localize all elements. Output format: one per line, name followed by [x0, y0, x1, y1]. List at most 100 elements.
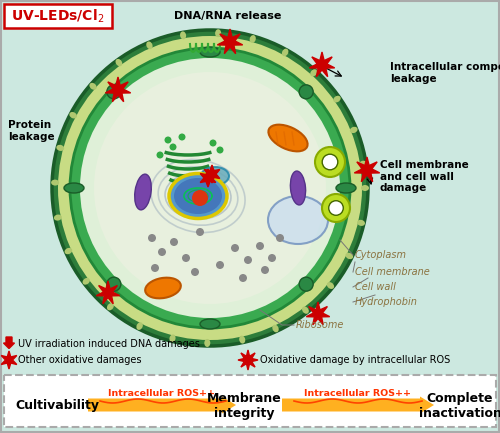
Polygon shape	[204, 165, 220, 183]
Ellipse shape	[268, 196, 328, 244]
Circle shape	[261, 266, 269, 274]
Polygon shape	[306, 302, 330, 325]
Circle shape	[231, 244, 239, 252]
Circle shape	[239, 274, 247, 282]
Circle shape	[210, 139, 216, 146]
Circle shape	[244, 256, 252, 264]
Text: Protein
leakage: Protein leakage	[8, 120, 54, 142]
Text: Hydrophobin: Hydrophobin	[355, 297, 418, 307]
Ellipse shape	[201, 167, 229, 185]
Text: Complete
inactivation: Complete inactivation	[418, 392, 500, 420]
Circle shape	[328, 201, 344, 215]
Circle shape	[178, 133, 186, 140]
Ellipse shape	[169, 174, 227, 219]
Circle shape	[94, 72, 326, 304]
Ellipse shape	[64, 248, 72, 254]
Circle shape	[322, 154, 338, 170]
Circle shape	[216, 146, 224, 154]
Circle shape	[158, 248, 166, 256]
Text: Cell wall: Cell wall	[355, 282, 396, 292]
Ellipse shape	[90, 83, 96, 90]
Ellipse shape	[51, 180, 59, 186]
Ellipse shape	[200, 47, 220, 57]
Circle shape	[80, 58, 340, 318]
Ellipse shape	[250, 35, 256, 43]
Text: Oxidative damage by intracellular ROS: Oxidative damage by intracellular ROS	[260, 355, 450, 365]
Ellipse shape	[82, 278, 90, 284]
Text: UV irradiation induced DNA damages: UV irradiation induced DNA damages	[18, 339, 200, 349]
Polygon shape	[4, 337, 15, 349]
Polygon shape	[200, 169, 216, 187]
Circle shape	[58, 36, 362, 340]
Ellipse shape	[359, 161, 367, 167]
Ellipse shape	[136, 322, 143, 330]
Circle shape	[216, 261, 224, 269]
FancyArrow shape	[88, 397, 236, 414]
Ellipse shape	[357, 220, 365, 226]
Ellipse shape	[200, 319, 220, 329]
Text: Cell membrane
and cell wall
damage: Cell membrane and cell wall damage	[380, 160, 469, 193]
Polygon shape	[238, 350, 258, 370]
Ellipse shape	[107, 303, 114, 310]
Ellipse shape	[107, 277, 121, 291]
Text: Intracellular ROS++: Intracellular ROS++	[304, 388, 412, 397]
Circle shape	[268, 254, 276, 262]
Text: DNA/RNA release: DNA/RNA release	[174, 11, 282, 21]
Text: Cytoplasm: Cytoplasm	[355, 250, 407, 260]
Polygon shape	[218, 29, 242, 54]
Ellipse shape	[170, 334, 175, 343]
Circle shape	[148, 234, 156, 242]
Ellipse shape	[346, 253, 353, 259]
Ellipse shape	[116, 59, 122, 66]
Circle shape	[52, 30, 368, 346]
Polygon shape	[310, 52, 334, 77]
Ellipse shape	[146, 42, 152, 49]
Ellipse shape	[272, 325, 278, 332]
Circle shape	[170, 238, 178, 246]
Ellipse shape	[299, 277, 313, 291]
Text: Cell membrane: Cell membrane	[355, 267, 430, 277]
Ellipse shape	[64, 183, 84, 193]
Ellipse shape	[310, 69, 317, 76]
Polygon shape	[354, 157, 380, 182]
Ellipse shape	[70, 112, 77, 119]
Ellipse shape	[54, 214, 62, 221]
Polygon shape	[96, 281, 120, 304]
Text: Intracellular components
leakage: Intracellular components leakage	[390, 62, 500, 84]
Text: Other oxidative damages: Other oxidative damages	[18, 355, 142, 365]
Ellipse shape	[56, 145, 64, 151]
Ellipse shape	[282, 48, 288, 56]
Ellipse shape	[107, 85, 121, 99]
Ellipse shape	[215, 29, 221, 37]
Circle shape	[170, 143, 176, 151]
Text: Intracellular ROS++: Intracellular ROS++	[108, 388, 216, 397]
Circle shape	[191, 268, 199, 276]
Ellipse shape	[350, 127, 358, 133]
Ellipse shape	[268, 125, 308, 152]
Ellipse shape	[204, 339, 210, 347]
Text: UV-LEDs/Cl$_2$: UV-LEDs/Cl$_2$	[12, 7, 104, 25]
Circle shape	[315, 147, 345, 177]
Circle shape	[70, 48, 350, 328]
Circle shape	[196, 228, 204, 236]
Text: Cultivability: Cultivability	[15, 400, 99, 413]
Circle shape	[164, 136, 172, 143]
Ellipse shape	[334, 96, 340, 103]
Text: Membrane
integrity: Membrane integrity	[206, 392, 282, 420]
Ellipse shape	[302, 307, 309, 314]
Circle shape	[192, 190, 208, 206]
Circle shape	[322, 194, 350, 222]
Text: Ribosome: Ribosome	[296, 320, 344, 330]
Ellipse shape	[239, 336, 246, 343]
Ellipse shape	[336, 183, 356, 193]
Circle shape	[256, 242, 264, 250]
Ellipse shape	[174, 178, 222, 214]
Ellipse shape	[290, 171, 306, 205]
Circle shape	[156, 152, 164, 158]
Polygon shape	[106, 77, 130, 102]
Ellipse shape	[134, 174, 152, 210]
Ellipse shape	[299, 85, 313, 99]
Ellipse shape	[361, 185, 369, 191]
FancyBboxPatch shape	[4, 375, 496, 427]
FancyArrow shape	[282, 397, 434, 414]
